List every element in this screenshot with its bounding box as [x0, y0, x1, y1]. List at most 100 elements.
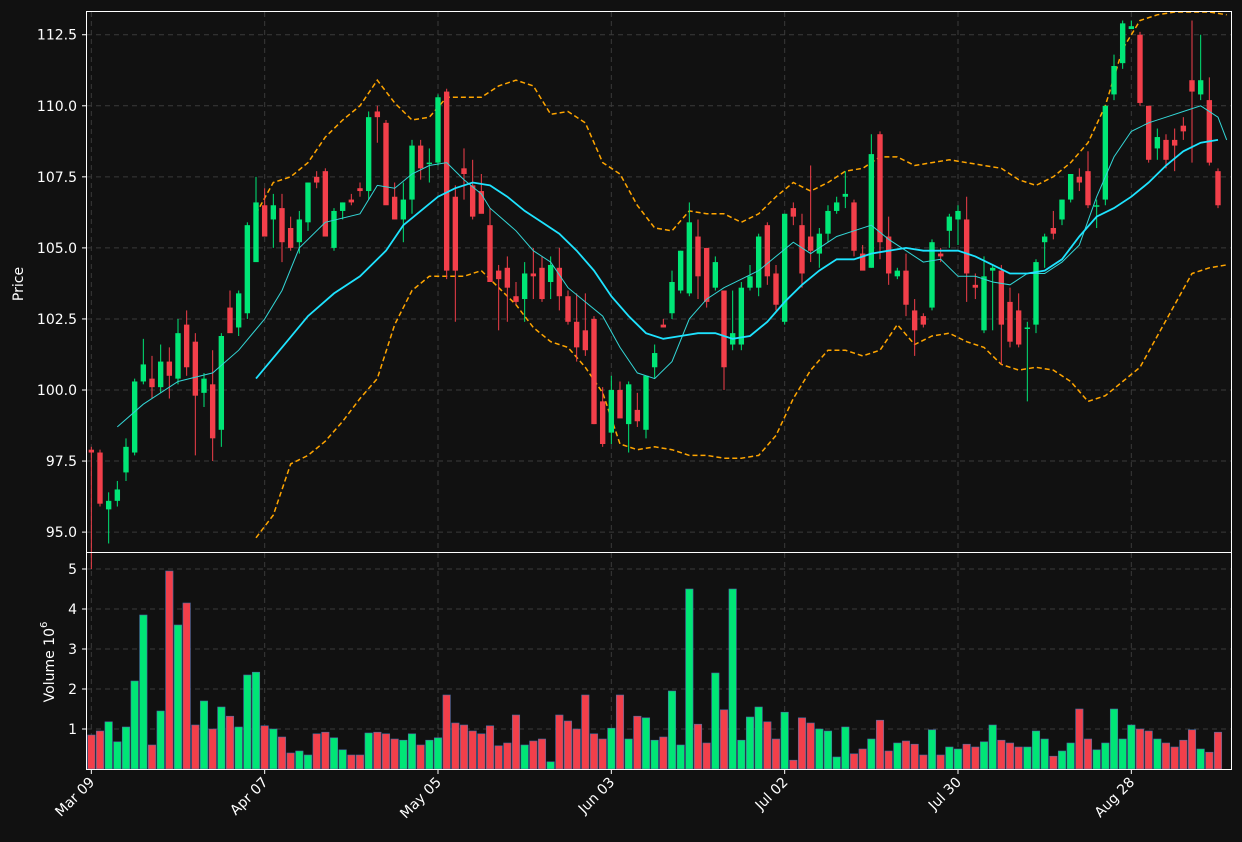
candle-body	[539, 267, 545, 300]
volume-bar	[702, 742, 711, 770]
candle-body	[1137, 34, 1143, 103]
volume-bar	[347, 754, 356, 770]
volume-bar	[763, 721, 772, 770]
candle-body	[712, 262, 719, 288]
candle-body	[903, 270, 909, 305]
candle-body	[677, 250, 684, 291]
volume-bar	[1161, 742, 1171, 770]
volume-bar	[650, 739, 659, 770]
volume-bar	[1205, 751, 1214, 770]
candle-body	[1085, 171, 1091, 206]
volume-bar	[624, 738, 633, 770]
candle-body	[201, 378, 207, 393]
candle-body	[885, 236, 892, 274]
volume-axis: 1 2 3 4 5	[68, 562, 87, 738]
volume-axis-exponent-base: 10	[42, 628, 58, 646]
volume-bar	[199, 700, 209, 770]
candle-body	[1171, 139, 1178, 146]
volume-axis-title: Volume 106	[39, 622, 58, 703]
candle-body	[695, 236, 701, 277]
candle-body	[547, 264, 554, 282]
candle-body	[842, 193, 849, 197]
candle-body	[755, 236, 762, 288]
candle-body	[183, 324, 190, 368]
candle-body	[833, 202, 840, 211]
candle-body	[175, 333, 181, 379]
candle-body	[625, 384, 632, 425]
volume-bar	[789, 759, 798, 770]
volume-bar	[997, 739, 1006, 770]
volume-bar	[295, 750, 304, 770]
candle-body	[1206, 100, 1213, 163]
candle-body	[686, 222, 693, 294]
candle-body	[279, 208, 285, 243]
candle-body	[608, 390, 615, 433]
candle-body	[435, 97, 441, 163]
volume-bar	[754, 706, 763, 770]
candle-body	[1145, 105, 1152, 160]
candle-body	[530, 273, 537, 277]
volume-bar	[962, 743, 971, 770]
candle-body	[946, 216, 953, 231]
volume-bar	[936, 754, 945, 770]
volume-bar	[1057, 750, 1067, 770]
volume-bar	[953, 748, 963, 770]
volume-bar	[884, 750, 893, 770]
volume-bar	[95, 730, 105, 770]
volume-bar	[390, 738, 399, 770]
volume-bar	[1144, 730, 1153, 770]
candle-body	[929, 242, 935, 308]
volume-bar	[641, 717, 651, 770]
volume-bar	[815, 728, 824, 770]
volume-bar	[581, 694, 590, 770]
volume-bar	[364, 732, 373, 770]
candle-body	[851, 202, 857, 251]
candle-body	[374, 111, 381, 118]
volume-bar	[277, 736, 287, 770]
volume-bar	[555, 714, 564, 770]
price-tick-label: 107.5	[37, 170, 77, 186]
bollinger-lower-line	[255, 264, 1227, 539]
volume-bar	[260, 725, 269, 770]
volume-bar	[269, 728, 278, 770]
volume-bar	[1135, 728, 1145, 770]
candle-body	[721, 290, 727, 368]
moving-average-lines	[116, 105, 1228, 428]
candle-body	[773, 273, 779, 305]
volume-bar	[1040, 738, 1049, 770]
price-tick-label: 97.5	[46, 454, 77, 470]
volume-bar	[1031, 730, 1041, 770]
candle-body	[114, 489, 121, 501]
candle-body	[331, 210, 337, 248]
volume-bar	[633, 715, 642, 770]
candle-body	[1076, 176, 1083, 183]
sma-fast-line	[116, 105, 1228, 428]
candle-body	[1093, 205, 1100, 207]
volume-tick-label: 2	[68, 682, 77, 698]
sma-slow-line	[255, 139, 1219, 380]
bollinger-upper-line	[255, 11, 1227, 232]
candle-body	[565, 296, 571, 322]
volume-bar	[113, 741, 122, 770]
candle-body	[1015, 310, 1022, 345]
candle-body	[790, 208, 797, 217]
candle-body	[599, 401, 606, 444]
volume-bar	[1213, 731, 1223, 770]
volume-bar	[477, 733, 486, 770]
volume-bar	[1196, 748, 1205, 770]
volume-bar	[329, 737, 339, 770]
volume-bar	[711, 672, 720, 770]
volume-bar	[867, 738, 876, 770]
price-tick-label: 112.5	[37, 28, 77, 44]
price-tick-label: 105.0	[37, 241, 77, 257]
candle-body	[877, 134, 883, 243]
volume-bar	[1023, 746, 1032, 770]
candle-body	[469, 185, 476, 217]
candle-body	[937, 253, 944, 257]
volume-bar	[546, 761, 555, 770]
candle-body	[1215, 171, 1221, 206]
candle-body	[192, 341, 199, 396]
candle-body	[1050, 228, 1057, 234]
volume-bar	[156, 710, 165, 770]
